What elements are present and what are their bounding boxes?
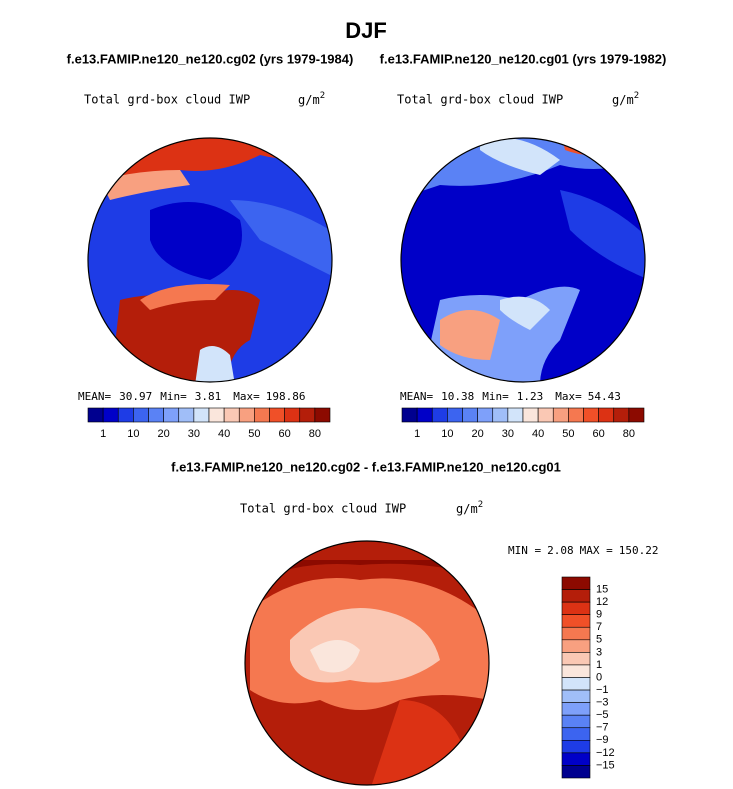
- colorbar-box: [117, 407, 134, 423]
- colorbar-box: [613, 407, 630, 423]
- colorbar-box: [568, 407, 584, 423]
- colorbar-box: [102, 407, 119, 423]
- colorbar-label: 1: [596, 659, 602, 671]
- colorbar-label: 9: [596, 609, 602, 621]
- colorbar-label: −5: [596, 709, 609, 721]
- colorbar-box: [561, 589, 591, 603]
- colorbar-label: 60: [279, 428, 291, 440]
- colorbar-label: 0: [596, 671, 602, 683]
- colorbar-label: 80: [623, 428, 635, 440]
- colorbar-box: [269, 407, 285, 423]
- colorbar-label: 30: [502, 428, 514, 440]
- colorbar-box: [561, 614, 591, 628]
- colorbar-box: [462, 407, 478, 423]
- diff-title: f.e13.FAMIP.ne120_ne120.cg02 - f.e13.FAM…: [171, 459, 561, 474]
- colorbar-label: 40: [532, 428, 544, 440]
- colorbar-label: −9: [596, 734, 609, 746]
- colorbar-label: 1: [414, 428, 420, 440]
- stats: MIN = 2.08 MAX = 150.22: [508, 544, 659, 557]
- colorbar-label: 7: [596, 621, 602, 633]
- panel-header: Total grd-box cloud IWP: [240, 502, 406, 516]
- colorbar-label: −7: [596, 722, 609, 734]
- colorbar-box: [507, 407, 524, 423]
- colorbar-box: [254, 407, 270, 423]
- colorbar-box: [537, 407, 554, 423]
- colorbar-box: [628, 407, 645, 423]
- colorbar-box: [561, 601, 591, 615]
- colorbar-box: [223, 407, 240, 423]
- colorbar-box: [583, 407, 599, 423]
- colorbar-box: [133, 407, 149, 423]
- colorbar-box: [561, 752, 591, 766]
- subtitle: f.e13.FAMIP.ne120_ne120.cg01 (yrs 1979-1…: [380, 51, 667, 66]
- units: g/m2: [612, 91, 639, 107]
- colorbar-box: [447, 407, 463, 423]
- colorbar-box: [561, 664, 591, 678]
- subtitle: f.e13.FAMIP.ne120_ne120.cg02 (yrs 1979-1…: [67, 51, 354, 66]
- title: DJF: [345, 18, 387, 43]
- colorbar-label: 5: [596, 634, 602, 646]
- stats: MEAN= 30.97 Min= 3.81 Max= 198.86: [78, 390, 306, 403]
- panel: Total grd-box cloud IWP g/m2: [84, 91, 325, 107]
- colorbar-box: [416, 407, 433, 423]
- colorbar-box: [238, 407, 255, 423]
- colorbar-box: [299, 407, 316, 423]
- colorbar-box: [522, 407, 539, 423]
- colorbar-box: [561, 765, 591, 779]
- colorbar-box: [163, 407, 180, 423]
- colorbar-label: 80: [309, 428, 321, 440]
- colorbar-box: [561, 639, 591, 653]
- colorbar-box: [477, 407, 494, 423]
- colorbar-box: [561, 740, 591, 754]
- colorbar-box: [561, 626, 591, 641]
- colorbar-box: [284, 407, 301, 423]
- colorbar-label: 50: [562, 428, 574, 440]
- colorbar-box: [561, 727, 591, 741]
- colorbar-label: −15: [596, 759, 615, 771]
- colorbar-box: [492, 407, 509, 423]
- colorbar-label: 10: [127, 428, 139, 440]
- panel: Total grd-box cloud IWP g/m2: [397, 91, 639, 107]
- colorbar-box: [87, 407, 104, 423]
- colorbar-label: −1: [596, 684, 609, 696]
- colorbar-box: [561, 652, 591, 666]
- colorbar-box: [208, 407, 225, 423]
- colorbar-label: 60: [593, 428, 605, 440]
- map: [88, 138, 332, 382]
- colorbar-box: [178, 407, 195, 423]
- colorbar-box: [561, 677, 591, 691]
- colorbar-box: [193, 407, 210, 423]
- colorbar-label: 12: [596, 596, 608, 608]
- colorbar-label: 30: [188, 428, 200, 440]
- colorbar-label: 40: [218, 428, 230, 440]
- colorbar-label: 10: [441, 428, 453, 440]
- map: [401, 138, 645, 382]
- colorbar-box: [401, 407, 418, 423]
- colorbar-box: [148, 407, 164, 423]
- units: g/m2: [456, 500, 483, 516]
- colorbar-label: 50: [248, 428, 260, 440]
- colorbar-box: [561, 714, 591, 729]
- colorbar-box: [598, 407, 615, 423]
- panel-header: Total grd-box cloud IWP: [84, 93, 250, 107]
- panel-header: Total grd-box cloud IWP: [397, 93, 563, 107]
- colorbar-label: 1: [100, 428, 106, 440]
- colorbar-box: [561, 702, 591, 716]
- colorbar-box: [561, 689, 591, 703]
- colorbar-label: −3: [596, 697, 609, 709]
- stats: MEAN= 10.38 Min= 1.23 Max= 54.43: [400, 390, 621, 403]
- colorbar-label: −12: [596, 747, 615, 759]
- colorbar-box: [552, 407, 569, 423]
- colorbar-box: [431, 407, 448, 423]
- colorbar-label: 20: [472, 428, 484, 440]
- colorbar-label: 15: [596, 583, 608, 595]
- colorbar-label: 3: [596, 646, 602, 658]
- colorbar-box: [314, 407, 331, 423]
- colorbar-label: 20: [158, 428, 170, 440]
- units: g/m2: [298, 91, 325, 107]
- map: [245, 541, 489, 785]
- colorbar-box: [561, 576, 591, 590]
